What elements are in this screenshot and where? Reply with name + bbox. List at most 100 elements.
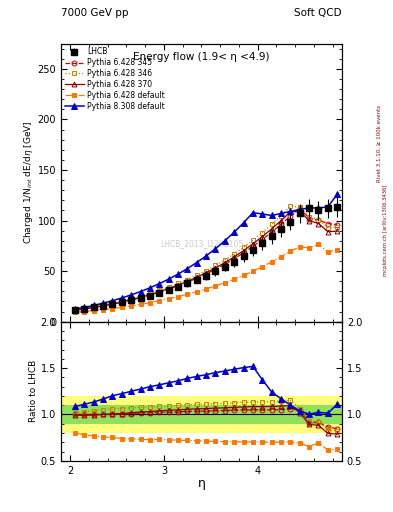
Pythia 6.428 346 <box>185 276 190 283</box>
Pythia 6.428 345 <box>119 299 124 305</box>
Pythia 8.308 default <box>251 209 255 216</box>
Pythia 8.308 default <box>269 212 274 219</box>
Pythia 6.428 370 <box>138 294 143 301</box>
Pythia 6.428 370 <box>269 226 274 232</box>
Pythia 6.428 370 <box>185 279 190 285</box>
Pythia 6.428 default <box>82 309 87 315</box>
Text: Rivet 3.1.10, ≥ 100k events: Rivet 3.1.10, ≥ 100k events <box>377 105 382 182</box>
Pythia 6.428 345 <box>307 216 312 222</box>
Pythia 6.428 345 <box>241 250 246 256</box>
Pythia 6.428 default <box>325 249 330 255</box>
Pythia 6.428 370 <box>82 306 87 312</box>
Pythia 6.428 345 <box>110 301 115 307</box>
Pythia 6.428 346 <box>91 304 96 310</box>
Pythia 8.308 default <box>73 306 77 312</box>
Pythia 6.428 345 <box>138 294 143 301</box>
Pythia 6.428 346 <box>129 295 134 302</box>
Pythia 6.428 346 <box>213 262 218 268</box>
Pythia 6.428 345 <box>232 255 237 262</box>
Line: Pythia 6.428 345: Pythia 6.428 345 <box>73 205 340 312</box>
Pythia 6.428 370 <box>157 289 162 295</box>
Pythia 6.428 346 <box>335 224 340 230</box>
Pythia 6.428 default <box>241 272 246 279</box>
Pythia 6.428 346 <box>251 237 255 243</box>
Pythia 8.308 default <box>138 288 143 294</box>
Pythia 6.428 default <box>335 247 340 253</box>
Pythia 8.308 default <box>204 253 208 259</box>
Pythia 6.428 346 <box>241 244 246 250</box>
Pythia 6.428 345 <box>91 304 96 310</box>
Pythia 6.428 345 <box>316 217 321 223</box>
Pythia 6.428 345 <box>204 271 208 277</box>
Pythia 6.428 346 <box>195 272 199 278</box>
Pythia 8.308 default <box>110 297 115 304</box>
Pythia 6.428 346 <box>298 204 302 210</box>
Pythia 6.428 346 <box>101 302 105 308</box>
Pythia 6.428 370 <box>232 254 237 260</box>
Pythia 6.428 345 <box>279 221 283 227</box>
Pythia 6.428 370 <box>176 282 180 288</box>
Pythia 6.428 345 <box>101 303 105 309</box>
Line: Pythia 6.428 346: Pythia 6.428 346 <box>73 204 340 312</box>
Pythia 8.308 default <box>166 276 171 282</box>
Pythia 6.428 346 <box>307 214 312 220</box>
Pythia 6.428 370 <box>213 265 218 271</box>
Pythia 8.308 default <box>101 300 105 306</box>
Pythia 6.428 345 <box>269 229 274 235</box>
Pythia 6.428 default <box>157 297 162 304</box>
Pythia 6.428 346 <box>166 284 171 290</box>
Pythia 6.428 345 <box>147 292 152 298</box>
Bar <box>61 396 342 433</box>
Pythia 8.308 default <box>176 271 180 277</box>
Pythia 8.308 default <box>298 206 302 212</box>
Pythia 6.428 default <box>298 244 302 250</box>
Pythia 6.428 default <box>288 248 293 254</box>
Pythia 8.308 default <box>91 303 96 309</box>
Pythia 8.308 default <box>241 220 246 226</box>
Pythia 6.428 346 <box>269 221 274 227</box>
Line: Pythia 6.428 default: Pythia 6.428 default <box>73 242 340 315</box>
Pythia 8.308 default <box>325 204 330 210</box>
Pythia 6.428 default <box>73 309 77 315</box>
Pythia 6.428 345 <box>288 213 293 219</box>
Pythia 6.428 346 <box>147 290 152 296</box>
Pythia 6.428 345 <box>222 261 227 267</box>
Pythia 6.428 346 <box>279 212 283 219</box>
Pythia 6.428 345 <box>251 243 255 249</box>
Pythia 6.428 346 <box>204 267 208 273</box>
Pythia 6.428 default <box>316 241 321 247</box>
Pythia 6.428 default <box>138 302 143 308</box>
Pythia 6.428 default <box>91 308 96 314</box>
Pythia 6.428 346 <box>176 280 180 286</box>
Pythia 6.428 345 <box>195 275 199 281</box>
X-axis label: η: η <box>197 477 206 490</box>
Y-axis label: Ratio to LHCB: Ratio to LHCB <box>29 360 38 422</box>
Pythia 6.428 370 <box>251 241 255 247</box>
Pythia 6.428 default <box>279 253 283 260</box>
Pythia 8.308 default <box>316 205 321 211</box>
Text: Energy flow (1.9< η <4.9): Energy flow (1.9< η <4.9) <box>133 52 270 62</box>
Pythia 6.428 345 <box>260 237 264 243</box>
Pythia 8.308 default <box>213 246 218 252</box>
Line: Pythia 8.308 default: Pythia 8.308 default <box>72 191 340 312</box>
Pythia 8.308 default <box>307 205 312 211</box>
Pythia 6.428 default <box>232 276 237 282</box>
Pythia 6.428 345 <box>157 289 162 295</box>
Pythia 6.428 370 <box>195 274 199 280</box>
Pythia 6.428 370 <box>241 247 246 253</box>
Pythia 8.308 default <box>232 229 237 235</box>
Pythia 6.428 345 <box>185 279 190 285</box>
Pythia 6.428 370 <box>91 304 96 310</box>
Pythia 6.428 370 <box>166 286 171 292</box>
Pythia 6.428 default <box>101 307 105 313</box>
Pythia 8.308 default <box>222 238 227 244</box>
Pythia 6.428 345 <box>166 286 171 292</box>
Pythia 6.428 default <box>176 293 180 300</box>
Pythia 6.428 default <box>110 306 115 312</box>
Pythia 6.428 345 <box>335 222 340 228</box>
Pythia 6.428 370 <box>260 233 264 240</box>
Pythia 6.428 370 <box>101 303 105 309</box>
Pythia 6.428 345 <box>82 306 87 312</box>
Pythia 6.428 345 <box>213 266 218 272</box>
Text: mcplots.cern.ch [arXiv:1306.3436]: mcplots.cern.ch [arXiv:1306.3436] <box>384 185 388 276</box>
